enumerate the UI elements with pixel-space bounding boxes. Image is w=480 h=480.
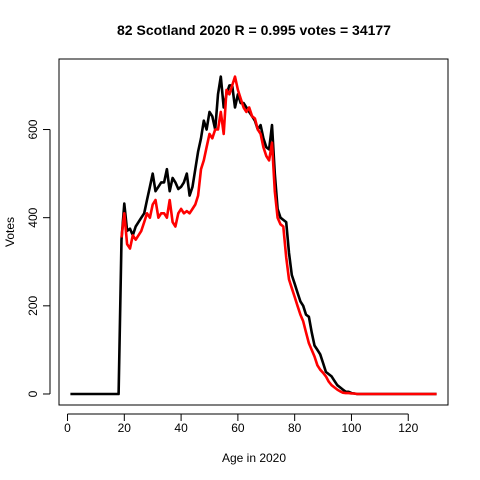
x-tick-label: 20 bbox=[118, 421, 132, 435]
y-axis: 0 200 400 600 bbox=[26, 119, 51, 397]
y-tick-label: 200 bbox=[26, 295, 40, 315]
series-layer bbox=[70, 75, 437, 396]
x-tick-label: 60 bbox=[231, 421, 245, 435]
series-line-2 bbox=[120, 75, 437, 396]
x-tick-label: 100 bbox=[341, 421, 361, 435]
plot-frame bbox=[58, 58, 449, 406]
y-tick-label: 400 bbox=[26, 207, 40, 227]
y-axis-label: Votes bbox=[3, 217, 17, 247]
x-tick-label: 0 bbox=[64, 421, 71, 435]
y-tick-label: 0 bbox=[26, 390, 40, 397]
x-tick-label: 80 bbox=[288, 421, 302, 435]
x-tick-label: 120 bbox=[398, 421, 418, 435]
y-tick-label: 600 bbox=[26, 119, 40, 139]
x-tick-label: 40 bbox=[174, 421, 188, 435]
x-axis-label: Age in 2020 bbox=[222, 451, 286, 465]
chart-title: 82 Scotland 2020 R = 0.995 votes = 34177 bbox=[117, 22, 391, 38]
x-axis: 0 20 40 60 80 100 120 bbox=[64, 413, 419, 435]
